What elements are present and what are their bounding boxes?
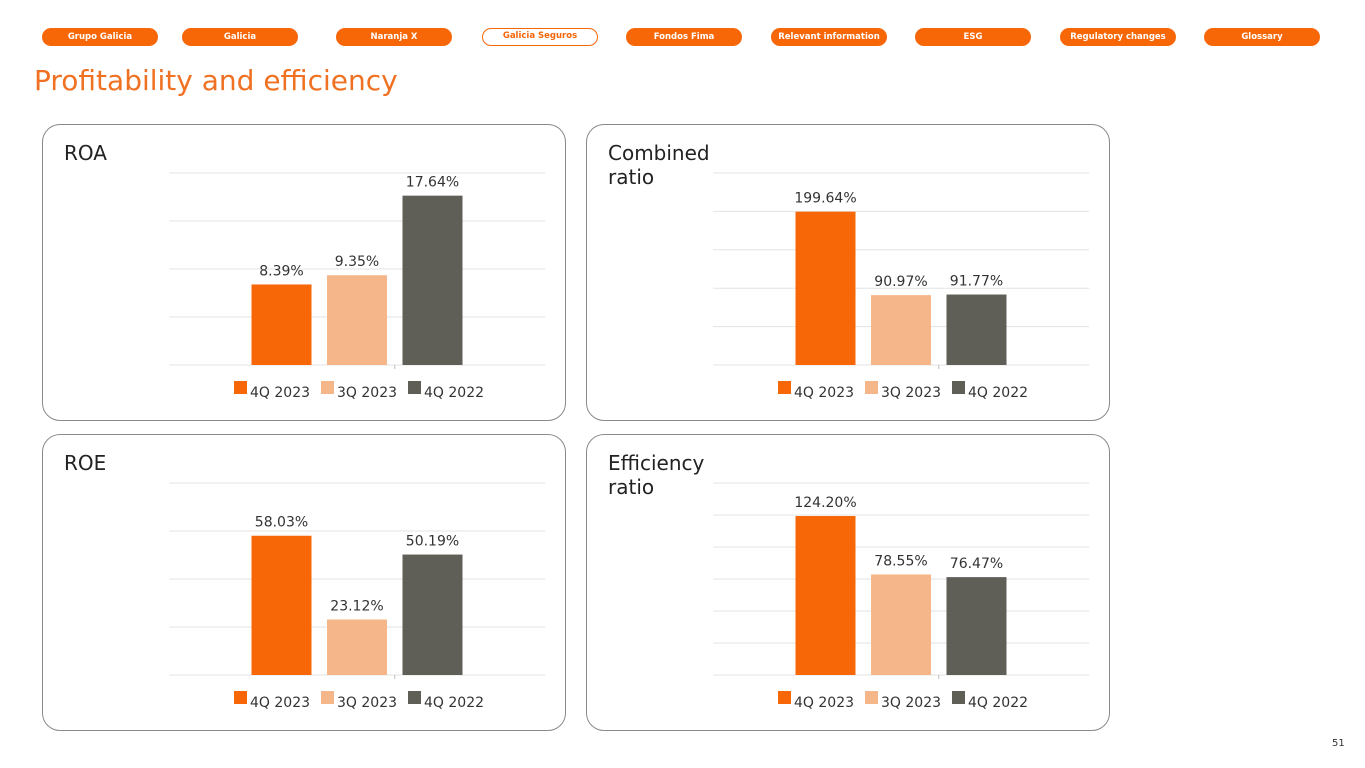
legend-label: 4Q 2022 — [968, 385, 1028, 401]
legend-label: 4Q 2022 — [424, 695, 484, 711]
legend-label: 3Q 2023 — [881, 385, 941, 401]
bar — [946, 577, 1007, 675]
value-label: 124.20% — [794, 495, 856, 511]
bar — [795, 211, 856, 365]
chart: 199.64% 4Q 2023 90.97% 3Q 2023 91.77% 4Q 2022 — [713, 172, 1089, 401]
chart-panel: 8.39% 4Q 2023 9.35% 3Q 2023 17.64% 4Q 2022 ROA — [42, 124, 566, 421]
nav-button[interactable]: Fondos Fima — [626, 28, 742, 46]
nav-button[interactable]: ESG — [915, 28, 1031, 46]
legend-label: 4Q 2022 — [424, 385, 484, 401]
legend-swatch — [321, 691, 334, 704]
legend-label: 3Q 2023 — [881, 695, 941, 711]
legend-label: 4Q 2023 — [794, 385, 854, 401]
nav-button[interactable]: Galicia Seguros — [482, 28, 598, 46]
value-label: 91.77% — [950, 274, 1003, 290]
legend-label: 3Q 2023 — [337, 385, 397, 401]
legend-swatch — [952, 691, 965, 704]
value-label: 8.39% — [259, 263, 303, 279]
bar — [402, 195, 463, 365]
chart-title: Efficiency ratio — [608, 451, 705, 499]
nav-button[interactable]: Grupo Galicia — [42, 28, 158, 46]
page-title: Profitability and efficiency — [34, 64, 398, 97]
legend-swatch — [865, 381, 878, 394]
value-label: 58.03% — [255, 515, 308, 531]
nav-button[interactable]: Naranja X — [336, 28, 452, 46]
chart-title: ROE — [64, 451, 107, 475]
legend-swatch — [408, 691, 421, 704]
bar — [946, 294, 1007, 365]
value-label: 90.97% — [874, 274, 927, 290]
legend-label: 4Q 2023 — [794, 695, 854, 711]
legend-swatch — [234, 691, 247, 704]
value-label: 76.47% — [950, 556, 1003, 572]
chart: 58.03% 4Q 2023 23.12% 3Q 2023 50.19% 4Q 2022 — [169, 482, 545, 711]
chart-title: ROA — [64, 141, 107, 165]
legend-label: 4Q 2023 — [250, 695, 310, 711]
legend-swatch — [321, 381, 334, 394]
chart-panel: 58.03% 4Q 2023 23.12% 3Q 2023 50.19% 4Q 2022 R… — [42, 434, 566, 731]
legend-label: 4Q 2023 — [250, 385, 310, 401]
bar — [402, 554, 463, 675]
legend-label: 4Q 2022 — [968, 695, 1028, 711]
value-label: 9.35% — [335, 254, 379, 270]
nav-button[interactable]: Galicia — [182, 28, 298, 46]
bar — [871, 574, 931, 675]
bar — [871, 295, 931, 365]
legend-swatch — [865, 691, 878, 704]
bar — [795, 516, 856, 675]
legend-swatch — [778, 381, 791, 394]
legend-swatch — [778, 691, 791, 704]
bar — [251, 284, 312, 365]
chart-title: Combined ratio — [608, 141, 710, 189]
legend-swatch — [952, 381, 965, 394]
nav-button[interactable]: Regulatory changes — [1060, 28, 1176, 46]
nav-button[interactable]: Glossary — [1204, 28, 1320, 46]
legend-swatch — [408, 381, 421, 394]
chart: 124.20% 4Q 2023 78.55% 3Q 2023 76.47% 4Q 2022 — [713, 482, 1089, 711]
chart-panel: 199.64% 4Q 2023 90.97% 3Q 2023 91.77% 4Q 2022… — [586, 124, 1110, 421]
value-label: 78.55% — [874, 553, 927, 569]
bar — [327, 619, 387, 675]
nav-button[interactable]: Relevant information — [771, 28, 887, 46]
value-label: 199.64% — [794, 191, 856, 207]
value-label: 23.12% — [330, 599, 383, 615]
legend-label: 3Q 2023 — [337, 695, 397, 711]
value-label: 50.19% — [406, 534, 459, 550]
chart: 8.39% 4Q 2023 9.35% 3Q 2023 17.64% 4Q 2022 — [169, 172, 545, 401]
legend-swatch — [234, 381, 247, 394]
value-label: 17.64% — [406, 175, 459, 191]
bar — [251, 535, 312, 675]
bar — [327, 275, 387, 365]
page-number: 51 — [1332, 738, 1345, 749]
chart-panel: 124.20% 4Q 2023 78.55% 3Q 2023 76.47% 4Q 2022… — [586, 434, 1110, 731]
